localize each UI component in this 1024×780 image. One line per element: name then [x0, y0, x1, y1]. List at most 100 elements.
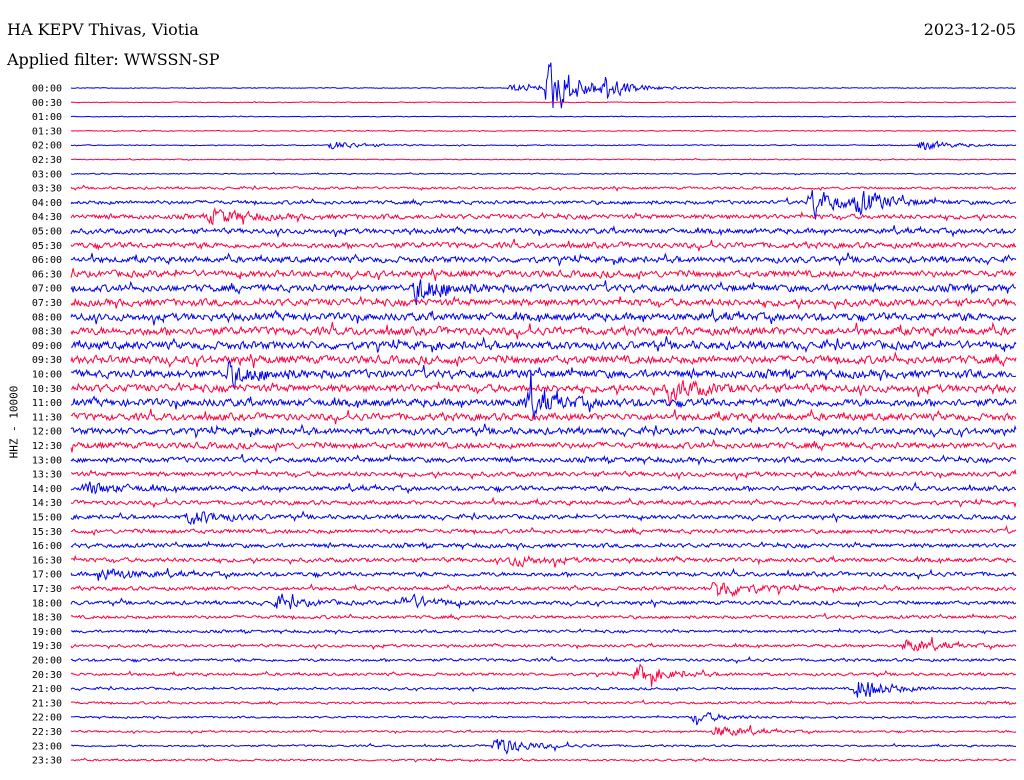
- row-time-label: 19:30: [32, 641, 62, 652]
- trace-line: [70, 62, 1017, 109]
- row-time-label: 22:30: [32, 727, 62, 738]
- trace-line: [70, 115, 1017, 118]
- row-time-label: 23:00: [32, 741, 62, 752]
- row-time-label: 13:30: [32, 470, 62, 481]
- row-time-label: 15:00: [32, 513, 62, 524]
- row-time-label: 03:30: [32, 184, 62, 195]
- trace-line: [70, 408, 1017, 425]
- trace-line: [70, 171, 1017, 176]
- row-time-label: 17:30: [32, 584, 62, 595]
- trace-line: [70, 351, 1017, 369]
- row-time-label: 08:00: [32, 312, 62, 323]
- row-time-label: 16:00: [32, 541, 62, 552]
- trace-line: [70, 295, 1017, 310]
- trace-line: [70, 636, 1017, 652]
- row-time-label: 09:30: [32, 355, 62, 366]
- trace-line: [70, 496, 1017, 509]
- row-time-label: 08:30: [32, 327, 62, 338]
- row-time-label: 15:30: [32, 527, 62, 538]
- row-time-label: 16:30: [32, 555, 62, 566]
- row-time-label: 02:30: [32, 155, 62, 166]
- filter-label: Applied filter: WWSSN-SP: [7, 50, 220, 69]
- trace-line: [70, 129, 1017, 133]
- row-time-label: 11:00: [32, 398, 62, 409]
- trace-line: [70, 224, 1017, 238]
- row-time-label: 05:00: [32, 227, 62, 238]
- trace-line: [70, 567, 1017, 581]
- trace-line: [70, 206, 1017, 226]
- row-time-label: 21:00: [32, 684, 62, 695]
- trace-line: [70, 157, 1017, 162]
- trace-line: [70, 379, 1017, 406]
- row-time-label: 10:30: [32, 384, 62, 395]
- trace-line: [70, 593, 1017, 610]
- trace-line: [70, 655, 1017, 664]
- trace-line: [70, 252, 1017, 267]
- row-time-label: 05:30: [32, 241, 62, 252]
- plot-date: 2023-12-05: [923, 20, 1016, 39]
- row-time-label: 12:30: [32, 441, 62, 452]
- row-time-label: 09:00: [32, 341, 62, 352]
- row-time-label: 22:00: [32, 713, 62, 724]
- row-time-label: 17:00: [32, 570, 62, 581]
- row-time-label: 01:00: [32, 112, 62, 123]
- trace-line: [70, 481, 1016, 495]
- trace-line: [70, 524, 1017, 537]
- row-time-label: 04:30: [32, 212, 62, 223]
- row-time-label: 12:00: [32, 427, 62, 438]
- trace-line: [70, 189, 1017, 220]
- trace-line: [70, 738, 1017, 755]
- row-time-label: 03:00: [32, 169, 62, 180]
- trace-line: [70, 681, 1017, 698]
- trace-line: [70, 370, 1017, 420]
- row-time-label: 02:00: [32, 141, 62, 152]
- row-time-label: 07:30: [32, 298, 62, 309]
- row-time-label: 20:00: [32, 656, 62, 667]
- trace-line: [70, 321, 1017, 340]
- trace-line: [70, 279, 1017, 306]
- trace-line: [70, 140, 1017, 151]
- trace-line: [70, 510, 1017, 526]
- trace-line: [70, 699, 1017, 706]
- trace-line: [70, 540, 1017, 551]
- trace-line: [70, 360, 1017, 391]
- trace-line: [70, 711, 1017, 726]
- time-label-group: 00:00 00:30 01:00 01:30 02:00 02:30 03:00 03:30…: [32, 84, 62, 767]
- row-time-label: 21:30: [32, 698, 62, 709]
- row-time-label: 10:00: [32, 370, 62, 381]
- trace-line: [70, 336, 1017, 354]
- row-time-label: 07:00: [32, 284, 62, 295]
- row-time-label: 18:30: [32, 613, 62, 624]
- trace-line: [70, 438, 1017, 453]
- trace-line: [70, 308, 1017, 326]
- trace-line: [70, 612, 1017, 621]
- trace-line: [70, 453, 1017, 466]
- row-time-label: 04:00: [32, 198, 62, 209]
- row-time-label: 01:30: [32, 126, 62, 137]
- trace-line: [70, 423, 1017, 439]
- trace-line: [70, 468, 1017, 482]
- trace-line: [70, 238, 1017, 252]
- trace-line: [70, 184, 1017, 192]
- row-time-label: 11:30: [32, 412, 62, 423]
- row-time-label: 18:00: [32, 598, 62, 609]
- trace-line: [70, 663, 1017, 687]
- trace-line: [71, 554, 1017, 568]
- station-title: HA KEPV Thivas, Viotia: [7, 20, 199, 39]
- trace-line: [70, 267, 1017, 281]
- row-time-label: 06:00: [32, 255, 62, 266]
- row-time-label: 14:30: [32, 498, 62, 509]
- trace-line: [70, 101, 1017, 104]
- row-time-label: 19:00: [32, 627, 62, 638]
- row-time-label: 06:30: [32, 269, 62, 280]
- row-time-label: 13:00: [32, 455, 62, 466]
- trace-line: [70, 581, 1017, 598]
- row-time-label: 00:00: [32, 84, 62, 95]
- row-time-label: 00:30: [32, 98, 62, 109]
- row-time-label: 20:30: [32, 670, 62, 681]
- trace-line: [71, 627, 1017, 635]
- row-time-label: 14:00: [32, 484, 62, 495]
- trace-line: [70, 724, 1017, 737]
- trace-line: [70, 757, 1017, 763]
